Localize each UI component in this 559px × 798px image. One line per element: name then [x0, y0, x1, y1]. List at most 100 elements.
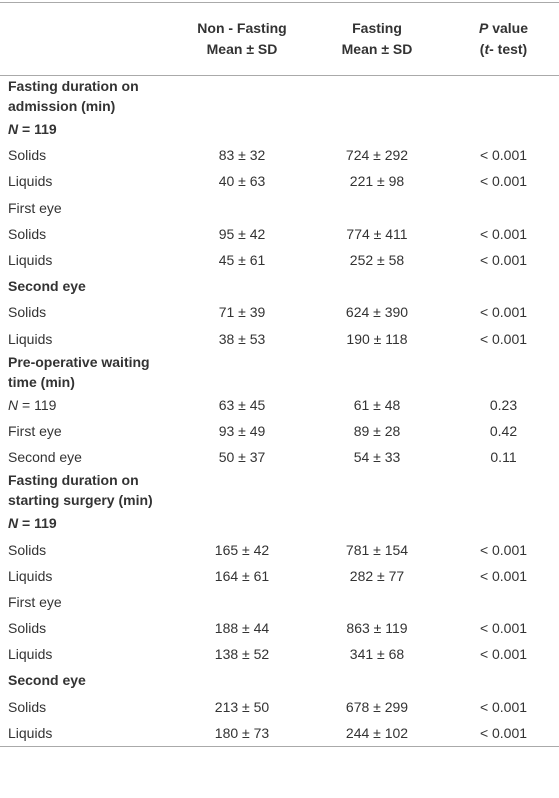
row-label: Pre-operative waiting time (min) [0, 352, 178, 392]
value-cell: < 0.001 [479, 567, 528, 584]
text-segment: Mean ± SD [206, 41, 278, 57]
value-cell: < 0.001 [479, 147, 528, 164]
row-label: First eye [0, 418, 178, 444]
value-cell: 40 ± 63 [218, 173, 266, 190]
value-cell: 624 ± 390 [345, 304, 409, 321]
value-cell [178, 589, 306, 615]
value-cell: 38 ± 53 [218, 330, 266, 347]
table-row: Liquids 45 ± 61 252 ± 58 < 0.001 [0, 247, 559, 273]
value-cell [178, 273, 306, 299]
value-cell [178, 667, 306, 693]
label-text: Solids [8, 697, 160, 717]
row-label: Liquids [0, 326, 178, 352]
value-cell: 50 ± 37 [218, 449, 266, 466]
text-segment: Solids [8, 620, 47, 637]
table-row: Solids 188 ± 44 863 ± 119 < 0.001 [0, 615, 559, 641]
value-cell: 724 ± 292 [345, 147, 409, 164]
header-line: Mean ± SD [306, 39, 448, 60]
value-cell: < 0.001 [479, 173, 528, 190]
value-cell: 774 ± 411 [346, 225, 408, 242]
value-cell [448, 195, 559, 221]
text-segment: ( [479, 41, 485, 57]
label-text: Solids [8, 618, 160, 638]
text-segment: Second eye [8, 449, 82, 466]
label-text: Second eye [8, 447, 160, 467]
row-label: Liquids [0, 168, 178, 194]
row-label: N = 119 [0, 116, 178, 142]
row-label: Solids [0, 536, 178, 562]
value-cell [178, 76, 306, 117]
text-segment: value [488, 20, 529, 36]
row-label: N = 119 [0, 510, 178, 536]
value-cell: < 0.001 [479, 541, 528, 558]
value-cell: < 0.001 [479, 646, 528, 663]
row-label: N = 119 [0, 392, 178, 418]
text-segment: Fasting duration on starting surgery (mi… [8, 472, 153, 509]
value-cell: < 0.001 [479, 304, 528, 321]
header-line: P value [448, 18, 559, 39]
value-cell [306, 352, 448, 392]
label-text: Solids [8, 302, 160, 322]
value-cell: 95 ± 42 [218, 225, 266, 242]
value-cell [306, 273, 448, 299]
value-cell: < 0.001 [479, 724, 528, 741]
label-text: Liquids [8, 723, 160, 743]
table: Non - Fasting Mean ± SD Fasting Mean ± SD P … [0, 2, 559, 747]
value-cell: 781 ± 154 [345, 541, 409, 558]
header-line: Fasting [306, 18, 448, 39]
table-row: Liquids 180 ± 73 244 ± 102 < 0.001 [0, 720, 559, 747]
row-label: Liquids [0, 247, 178, 273]
value-cell: 165 ± 42 [214, 541, 270, 558]
row-label: Liquids [0, 720, 178, 747]
text-segment: First eye [8, 199, 62, 216]
table-row: First eye 93 ± 49 89 ± 28 0.42 [0, 418, 559, 444]
value-cell: 54 ± 33 [353, 449, 401, 466]
value-cell: 213 ± 50 [214, 698, 270, 715]
value-cell: 45 ± 61 [218, 252, 266, 269]
text-segment: Solids [8, 304, 47, 321]
header-line: Non - Fasting [178, 18, 306, 39]
table-row: Fasting duration on starting surgery (mi… [0, 470, 559, 510]
value-cell [448, 273, 559, 299]
label-text: Liquids [8, 329, 160, 349]
row-label: Solids [0, 142, 178, 168]
table-row: Liquids 40 ± 63 221 ± 98 < 0.001 [0, 168, 559, 194]
text-segment: Liquids [8, 173, 53, 190]
label-text: First eye [8, 198, 160, 218]
value-cell: 863 ± 119 [346, 620, 408, 637]
value-cell: < 0.001 [479, 330, 528, 347]
header-line: Mean ± SD [178, 39, 306, 60]
value-cell: 164 ± 61 [214, 567, 270, 584]
row-label: Solids [0, 615, 178, 641]
label-text: Solids [8, 145, 160, 165]
table-row: Liquids 164 ± 61 282 ± 77 < 0.001 [0, 563, 559, 589]
table-row: Second eye [0, 667, 559, 693]
label-text: Pre-operative waiting time (min) [8, 352, 160, 392]
row-label: First eye [0, 589, 178, 615]
value-cell [448, 510, 559, 536]
text-segment: Mean ± SD [341, 41, 413, 57]
header-cell: Non - Fasting Mean ± SD [178, 2, 306, 76]
text-segment: First eye [8, 593, 62, 610]
text-segment: Solids [8, 225, 47, 242]
value-cell: 282 ± 77 [349, 567, 405, 584]
value-cell [178, 116, 306, 142]
value-cell: 93 ± 49 [218, 422, 266, 439]
value-cell [178, 195, 306, 221]
text-segment: = 119 [18, 515, 57, 532]
value-cell [448, 589, 559, 615]
row-label: Solids [0, 694, 178, 720]
value-cell [306, 667, 448, 693]
value-cell [178, 510, 306, 536]
value-cell [448, 667, 559, 693]
text-segment: Liquids [8, 724, 53, 741]
label-text: Liquids [8, 566, 160, 586]
value-cell: 138 ± 52 [214, 646, 270, 663]
value-cell [306, 76, 448, 117]
label-text: Liquids [8, 644, 160, 664]
text-segment: First eye [8, 422, 62, 439]
table-row: Second eye 50 ± 37 54 ± 33 0.11 [0, 444, 559, 470]
table-row: First eye [0, 195, 559, 221]
text-segment: = 119 [18, 396, 57, 413]
row-label: Solids [0, 299, 178, 325]
